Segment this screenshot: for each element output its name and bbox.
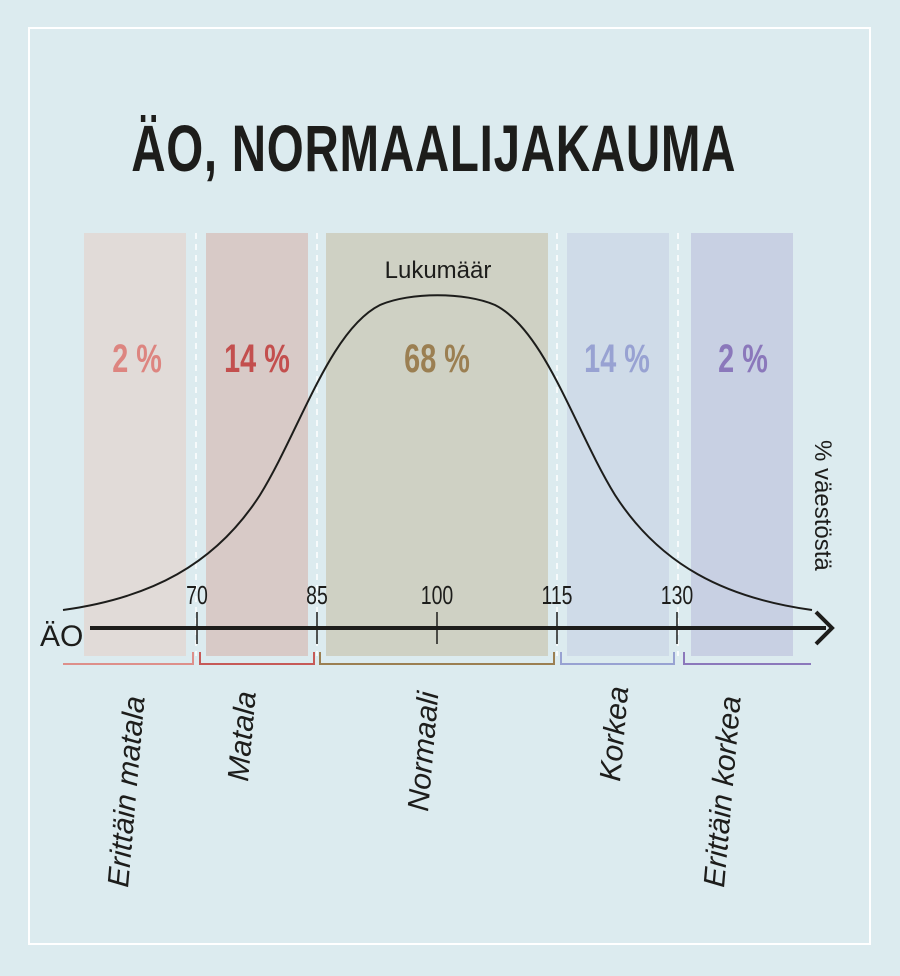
tick-label-130: 130 bbox=[661, 580, 694, 609]
band-erittain-korkea bbox=[691, 233, 793, 656]
bracket-erittain-matala bbox=[63, 652, 194, 665]
y-axis-label: % väestöstä bbox=[809, 440, 836, 571]
percent-label-normaali: 68 % bbox=[404, 336, 470, 381]
bracket-matala bbox=[199, 652, 315, 665]
bracket-korkea bbox=[560, 652, 675, 665]
category-label-normaali: Normaali bbox=[402, 689, 445, 813]
bell-curve bbox=[62, 294, 813, 611]
percent-label-korkea: 14 % bbox=[584, 336, 650, 381]
percent-label-erittain-matala: 2 % bbox=[112, 336, 162, 381]
chart-title: ÄO, NORMAALIJAKAUMA bbox=[131, 111, 737, 185]
tick-label-100: 100 bbox=[421, 580, 454, 609]
band-korkea bbox=[567, 233, 669, 656]
bracket-normaali bbox=[319, 652, 555, 665]
x-axis-ticks bbox=[196, 612, 678, 644]
tick-label-70: 70 bbox=[186, 580, 208, 609]
bracket-erittain-korkea bbox=[683, 652, 811, 665]
band-normaali bbox=[326, 233, 548, 656]
percent-label-matala: 14 % bbox=[224, 336, 290, 381]
tick-label-115: 115 bbox=[541, 580, 572, 609]
category-label-korkea: Korkea bbox=[594, 685, 635, 783]
curve-label: Lukumäär bbox=[385, 257, 492, 284]
tick-label-85: 85 bbox=[306, 580, 328, 609]
category-label-matala: Matala bbox=[222, 690, 263, 783]
chart-frame bbox=[28, 27, 871, 945]
band-erittain-matala bbox=[84, 233, 186, 656]
x-tick-labels: 70 85 100 115 130 bbox=[186, 580, 693, 609]
percent-label-erittain-korkea: 2 % bbox=[718, 336, 768, 381]
band-separators bbox=[195, 233, 679, 656]
band-matala bbox=[206, 233, 308, 656]
category-label-erittain-matala: Erittäin matala bbox=[102, 695, 152, 889]
x-axis-arrowhead bbox=[814, 610, 835, 646]
x-axis-label: ÄO bbox=[40, 620, 83, 653]
category-label-erittain-korkea: Erittäin korkea bbox=[698, 695, 748, 889]
